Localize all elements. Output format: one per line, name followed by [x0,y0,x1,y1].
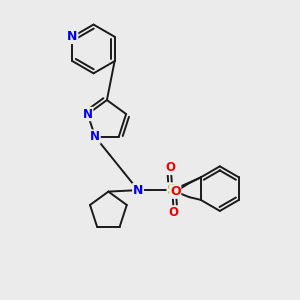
Text: N: N [67,30,78,43]
Text: N: N [90,130,100,143]
Text: O: O [166,161,176,174]
Text: N: N [83,107,93,121]
Text: O: O [169,206,179,219]
Text: N: N [133,184,143,196]
Text: S: S [167,183,177,197]
Text: O: O [170,185,181,198]
